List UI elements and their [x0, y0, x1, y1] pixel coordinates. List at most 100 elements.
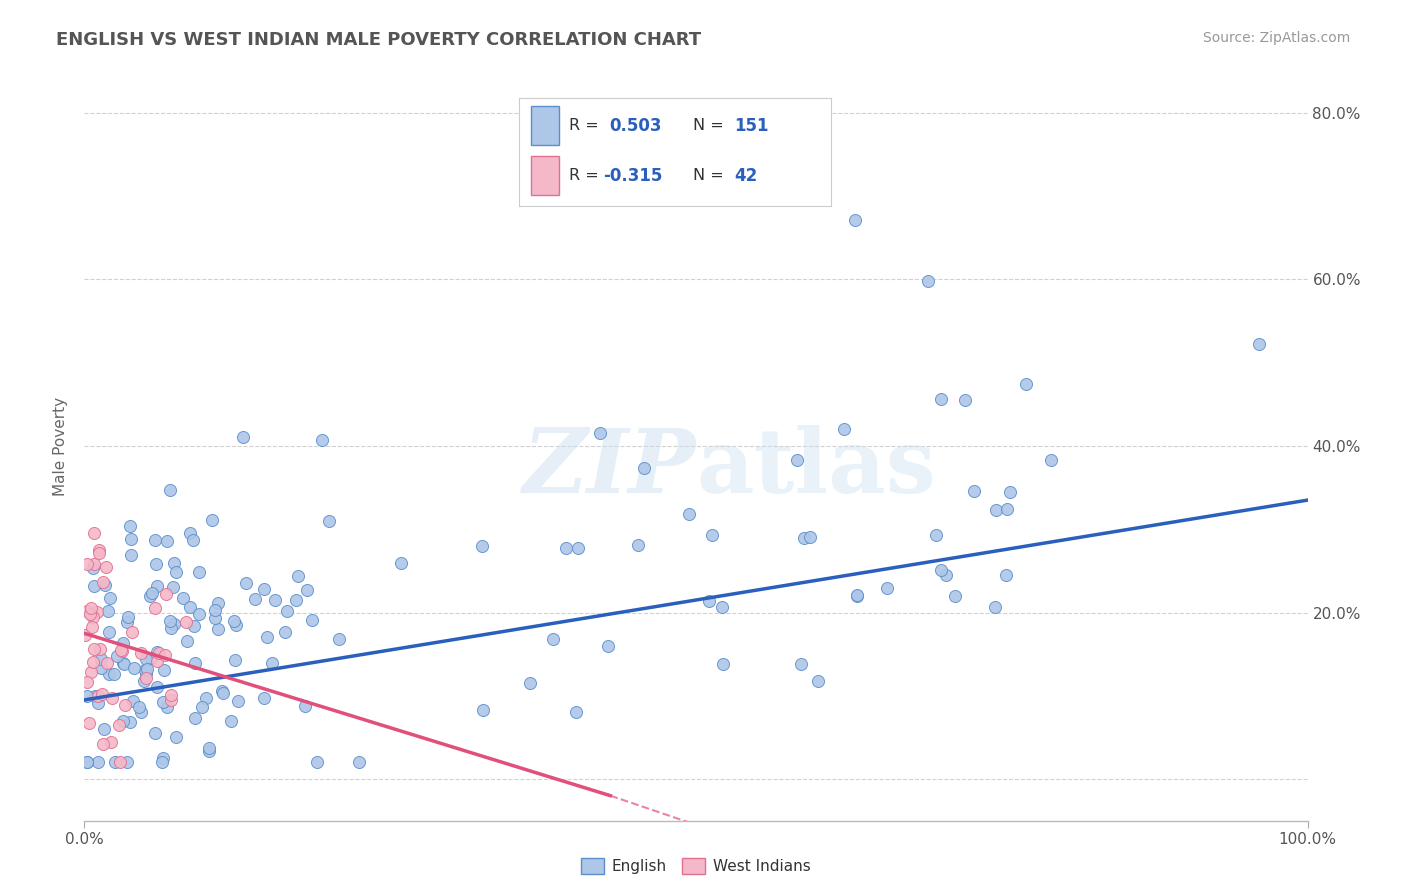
- Point: [846, 589, 869, 603]
- Point: [295, 582, 318, 597]
- Point: [134, 671, 156, 685]
- Point: [786, 453, 808, 467]
- Point: [138, 589, 160, 603]
- Point: [111, 656, 134, 670]
- Point: [204, 611, 226, 625]
- Point: [143, 533, 166, 547]
- Point: [83, 690, 105, 704]
- Point: [120, 519, 142, 533]
- Point: [160, 689, 183, 703]
- Point: [471, 703, 494, 717]
- Point: [172, 591, 194, 605]
- Point: [844, 212, 866, 227]
- Point: [76, 756, 98, 770]
- Point: [105, 649, 128, 664]
- Point: [543, 632, 565, 646]
- Point: [103, 667, 125, 681]
- Point: [121, 625, 143, 640]
- Legend: English, West Indians: English, West Indians: [575, 852, 817, 880]
- Point: [627, 538, 650, 552]
- Point: [678, 507, 700, 521]
- Point: [702, 527, 724, 541]
- Point: [347, 756, 370, 770]
- Point: [141, 651, 163, 665]
- Point: [1015, 376, 1038, 391]
- Point: [152, 751, 174, 765]
- Point: [159, 621, 181, 635]
- Point: [145, 557, 167, 571]
- Point: [699, 594, 721, 608]
- Point: [148, 646, 170, 660]
- Point: [134, 664, 156, 678]
- Point: [318, 514, 340, 528]
- Point: [76, 675, 98, 690]
- Point: [82, 560, 104, 574]
- Y-axis label: Male Poverty: Male Poverty: [53, 396, 69, 496]
- Point: [252, 582, 274, 596]
- Point: [145, 579, 167, 593]
- Point: [120, 532, 142, 546]
- Point: [471, 540, 494, 554]
- Point: [98, 666, 121, 681]
- Point: [86, 605, 108, 619]
- Point: [243, 592, 266, 607]
- Point: [1247, 337, 1270, 351]
- Point: [711, 657, 734, 671]
- Point: [201, 513, 224, 527]
- Point: [112, 657, 135, 671]
- Point: [165, 730, 187, 744]
- Point: [120, 715, 142, 730]
- Point: [110, 644, 132, 658]
- Point: [122, 694, 145, 708]
- Point: [83, 557, 105, 571]
- Point: [135, 652, 157, 666]
- Point: [226, 694, 249, 708]
- Point: [311, 433, 333, 447]
- Point: [235, 575, 257, 590]
- Point: [287, 569, 309, 583]
- Point: [76, 756, 98, 770]
- Point: [219, 714, 242, 729]
- Point: [711, 600, 734, 615]
- Point: [790, 657, 813, 671]
- Point: [163, 556, 186, 570]
- Point: [96, 656, 118, 670]
- Point: [188, 565, 211, 579]
- Point: [184, 657, 207, 671]
- Text: ZIP: ZIP: [523, 425, 696, 512]
- Point: [98, 591, 121, 605]
- Point: [159, 614, 181, 628]
- Point: [111, 636, 134, 650]
- Point: [82, 655, 104, 669]
- Point: [83, 579, 105, 593]
- Point: [232, 430, 254, 444]
- Point: [943, 589, 966, 603]
- Point: [77, 715, 100, 730]
- Point: [128, 700, 150, 714]
- Text: ENGLISH VS WEST INDIAN MALE POVERTY CORRELATION CHART: ENGLISH VS WEST INDIAN MALE POVERTY CORR…: [56, 31, 702, 49]
- Point: [90, 660, 112, 674]
- Point: [389, 557, 412, 571]
- Point: [129, 646, 152, 660]
- Point: [925, 528, 948, 542]
- Point: [564, 705, 586, 719]
- Point: [1039, 453, 1062, 467]
- Point: [211, 683, 233, 698]
- Point: [935, 568, 957, 582]
- Point: [115, 756, 138, 770]
- Point: [931, 563, 953, 577]
- Point: [93, 578, 115, 592]
- Point: [80, 665, 103, 679]
- Point: [294, 698, 316, 713]
- Text: atlas: atlas: [696, 425, 936, 512]
- Point: [97, 625, 120, 640]
- Point: [87, 696, 110, 710]
- Point: [274, 625, 297, 640]
- Point: [179, 599, 201, 614]
- Point: [793, 531, 815, 545]
- Point: [188, 607, 211, 622]
- Text: Source: ZipAtlas.com: Source: ZipAtlas.com: [1202, 31, 1350, 45]
- Point: [260, 656, 283, 670]
- Point: [136, 662, 159, 676]
- Point: [799, 530, 821, 544]
